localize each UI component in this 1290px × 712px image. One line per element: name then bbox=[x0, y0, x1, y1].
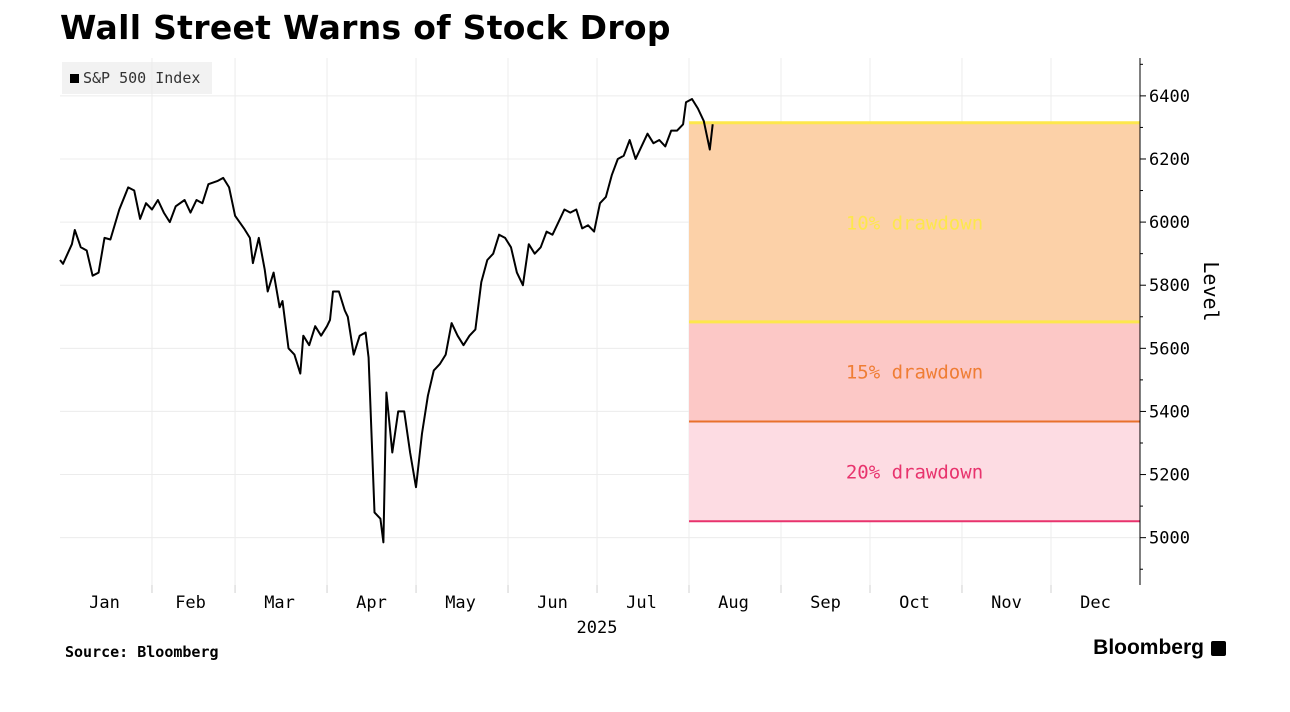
x-tick-label: May bbox=[445, 593, 476, 613]
y-tick-label: 6000 bbox=[1149, 213, 1190, 233]
band-15-drawdown bbox=[689, 321, 1140, 422]
x-tick-label: Aug bbox=[718, 593, 749, 613]
x-tick-label: Mar bbox=[264, 593, 295, 613]
x-tick-label: Nov bbox=[991, 593, 1022, 613]
brand-logo: Bloomberg bbox=[1093, 636, 1226, 660]
legend-label: S&P 500 Index bbox=[83, 69, 201, 87]
legend: S&P 500 Index bbox=[62, 62, 212, 94]
chart-title: Wall Street Warns of Stock Drop bbox=[60, 8, 671, 47]
band-20-drawdown bbox=[689, 421, 1140, 522]
series-line-sp500 bbox=[59, 98, 714, 544]
x-axis-year: 2025 bbox=[577, 618, 618, 638]
y-tick-label: 5800 bbox=[1149, 276, 1190, 296]
y-tick-label: 6200 bbox=[1149, 150, 1190, 170]
band-10-drawdown bbox=[689, 122, 1140, 322]
y-tick-label: 5200 bbox=[1149, 466, 1190, 486]
x-tick-label: Feb bbox=[175, 593, 206, 613]
x-tick-label: Jun bbox=[537, 593, 568, 613]
square-icon bbox=[70, 74, 79, 83]
x-tick-label: Oct bbox=[899, 593, 930, 613]
brand-name: Bloomberg bbox=[1093, 636, 1204, 659]
y-tick-label: 5600 bbox=[1149, 339, 1190, 359]
y-axis-label: Level bbox=[1199, 261, 1223, 321]
bloomberg-terminal-icon bbox=[1211, 640, 1226, 656]
drawdown-bands: 10% drawdown 15% drawdown 20% drawdown bbox=[689, 121, 1140, 523]
source-note: Source: Bloomberg bbox=[65, 643, 219, 661]
band-label: 20% drawdown bbox=[846, 461, 983, 483]
x-tick-label: Jul bbox=[626, 593, 657, 613]
x-axis: Jan Feb Mar Apr May Jun Jul Aug Sep Oct Nov Dec 2025 bbox=[89, 585, 1111, 638]
x-tick-label: Sep bbox=[810, 593, 841, 613]
x-tick-label: Dec bbox=[1080, 593, 1111, 613]
y-tick-label: 5400 bbox=[1149, 402, 1190, 422]
x-tick-label: Apr bbox=[356, 593, 387, 613]
band-label: 15% drawdown bbox=[846, 362, 983, 384]
series-group bbox=[59, 98, 714, 544]
y-tick-label: 6400 bbox=[1149, 87, 1190, 107]
band-label: 10% drawdown bbox=[846, 212, 983, 234]
y-axis: 5000 5200 5400 5600 5800 6000 6200 6400 Level bbox=[1139, 58, 1223, 585]
x-tick-label: Jan bbox=[89, 593, 120, 613]
y-tick-label: 5000 bbox=[1149, 529, 1190, 549]
